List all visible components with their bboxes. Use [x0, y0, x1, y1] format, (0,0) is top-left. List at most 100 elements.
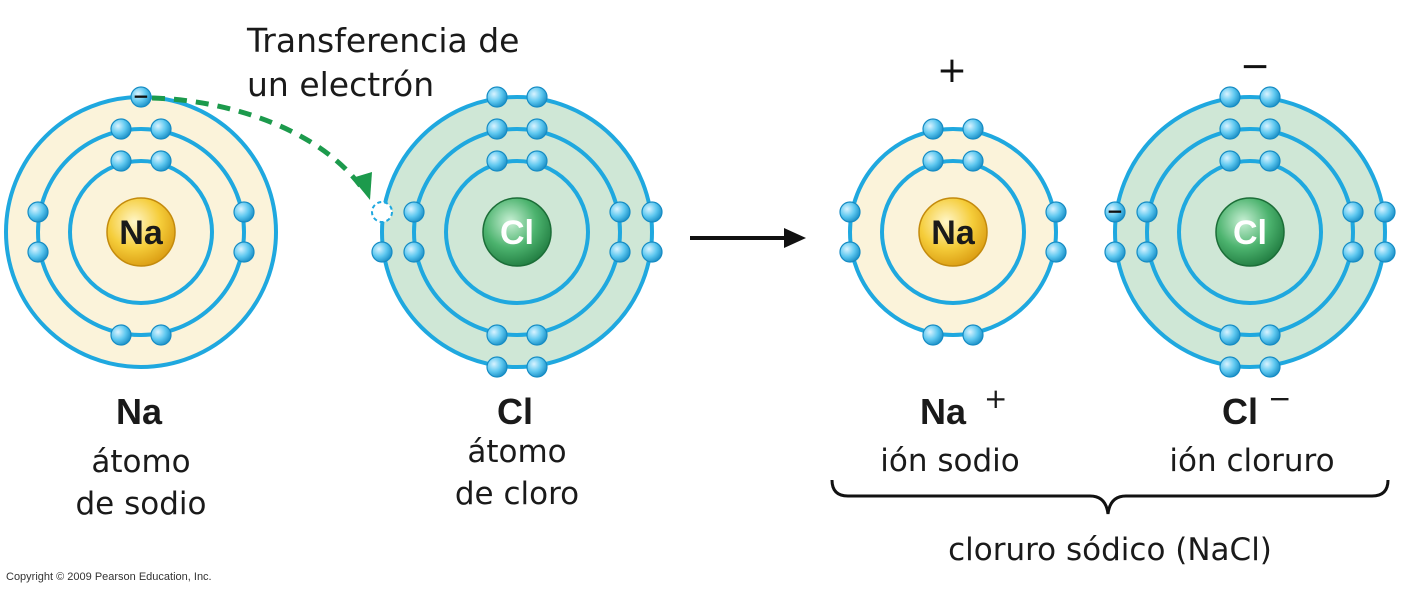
- chlorine-atom-symbol: Cl: [497, 391, 533, 432]
- shell2-electron-2: [110, 324, 132, 346]
- shell2-electron-7: [233, 241, 255, 263]
- valence-electron-3: [526, 356, 548, 378]
- reaction-arrow: [690, 228, 806, 248]
- minus-icon: −: [1107, 199, 1124, 223]
- valence-electron-7: [1104, 201, 1126, 223]
- compound-brace: [830, 479, 1390, 515]
- chloride-ion-symbol: Cl: [1222, 391, 1258, 432]
- valence-electron-5: [1374, 241, 1396, 263]
- sodium-ion-charge-sign: +: [937, 50, 967, 91]
- shell2-electron-5: [839, 241, 861, 263]
- shell2-electron-5: [403, 241, 425, 263]
- chlorine-atom: Cl: [371, 86, 663, 378]
- shell2-electron-1: [1259, 118, 1281, 140]
- shell1-electron-1: [526, 150, 548, 172]
- electron-shell-2: [1145, 127, 1355, 337]
- shell2-electron-3: [962, 324, 984, 346]
- shell2-electron-4: [27, 201, 49, 223]
- shell2-electron-5: [1136, 241, 1158, 263]
- shell2-electron-5: [27, 241, 49, 263]
- valence-electron-0: [486, 86, 508, 108]
- shell2-electron-1: [526, 118, 548, 140]
- shell1-electron-0: [486, 150, 508, 172]
- shell1-electron-1: [962, 150, 984, 172]
- transfer-label-line2: un electrón: [247, 65, 434, 104]
- minus-icon: −: [133, 84, 150, 108]
- shell2-electron-0: [922, 118, 944, 140]
- valence-electron-0: [1219, 86, 1241, 108]
- chloride-ion: Cl −: [1104, 86, 1396, 378]
- shell2-electron-2: [922, 324, 944, 346]
- shell2-electron-4: [403, 201, 425, 223]
- electron-shell-2: [412, 127, 622, 337]
- chloride-ion-caption: ión cloruro: [1169, 443, 1334, 479]
- valence-electron-6: [371, 241, 393, 263]
- nucleus-symbol: Na: [119, 214, 164, 252]
- shell2-electron-3: [150, 324, 172, 346]
- valence-electron-2: [1219, 356, 1241, 378]
- sodium-atom-symbol: Na: [116, 391, 163, 432]
- shell2-electron-1: [150, 118, 172, 140]
- valence-electron-1: [1259, 86, 1281, 108]
- nucleus: [1215, 197, 1285, 267]
- shell2-electron-6: [1045, 201, 1067, 223]
- electron-shell-3: [68, 159, 214, 305]
- sodium-atom: Na −: [4, 84, 278, 369]
- valence-electron-6: [1104, 241, 1126, 263]
- sodium-ion-caption: ión sodio: [880, 443, 1019, 479]
- valence-electron-4: [641, 201, 663, 223]
- shell2-electron-3: [526, 324, 548, 346]
- shell2-electron-4: [1136, 201, 1158, 223]
- shell1-electron-0: [1219, 150, 1241, 172]
- empty-electron-slot: [371, 201, 393, 223]
- nucleus: [918, 197, 988, 267]
- sodium-ion-superscript: +: [984, 382, 1007, 415]
- chloride-ion-charge-sign: −: [1240, 46, 1270, 87]
- shell2-electron-2: [486, 324, 508, 346]
- sodium-ion-symbol: Na: [920, 391, 967, 432]
- shell2-electron-7: [1045, 241, 1067, 263]
- valence-electron-4: [1374, 201, 1396, 223]
- shell2-electron-2: [1219, 324, 1241, 346]
- shell2-electron-3: [1259, 324, 1281, 346]
- nucleus-symbol: Na: [931, 214, 976, 252]
- valence-electron: [130, 86, 152, 108]
- electron-shell-1: [1113, 95, 1387, 369]
- shell2-electron-4: [839, 201, 861, 223]
- shell1-electron-0: [110, 150, 132, 172]
- shell1-electron-1: [150, 150, 172, 172]
- valence-electron-5: [641, 241, 663, 263]
- electron-shell-1: [380, 95, 654, 369]
- sodium-atom-caption-line1: átomo: [91, 444, 190, 480]
- valence-electron-3: [1259, 356, 1281, 378]
- copyright-notice: Copyright © 2009 Pearson Education, Inc.: [6, 571, 212, 583]
- shell1-electron-0: [922, 150, 944, 172]
- transfer-label-line1: Transferencia de: [246, 21, 519, 60]
- nucleus: [482, 197, 552, 267]
- shell2-electron-6: [609, 201, 631, 223]
- electron-shell-3: [444, 159, 590, 305]
- valence-electron-1: [526, 86, 548, 108]
- shell2-electron-7: [609, 241, 631, 263]
- chlorine-atom-caption-line1: átomo: [467, 434, 566, 470]
- shell2-electron-6: [233, 201, 255, 223]
- chloride-ion-superscript: −: [1268, 382, 1291, 415]
- electron-shell-3: [1177, 159, 1323, 305]
- electron-transfer-arrow: [151, 95, 372, 200]
- chlorine-atom-caption-line2: de cloro: [455, 476, 579, 512]
- electron-shell-1: [848, 127, 1058, 337]
- shell2-electron-1: [962, 118, 984, 140]
- sodium-atom-caption-line2: de sodio: [76, 486, 207, 522]
- electron-shell-2: [36, 127, 246, 337]
- electron-shell-2: [880, 159, 1026, 305]
- nucleus: [106, 197, 176, 267]
- shell2-electron-6: [1342, 201, 1364, 223]
- compound-label: cloruro sódico (NaCl): [948, 532, 1272, 568]
- shell2-electron-0: [486, 118, 508, 140]
- shell2-electron-7: [1342, 241, 1364, 263]
- valence-electron-2: [486, 356, 508, 378]
- sodium-ion: Na: [839, 118, 1067, 346]
- shell2-electron-0: [110, 118, 132, 140]
- nucleus-symbol: Cl: [500, 214, 534, 252]
